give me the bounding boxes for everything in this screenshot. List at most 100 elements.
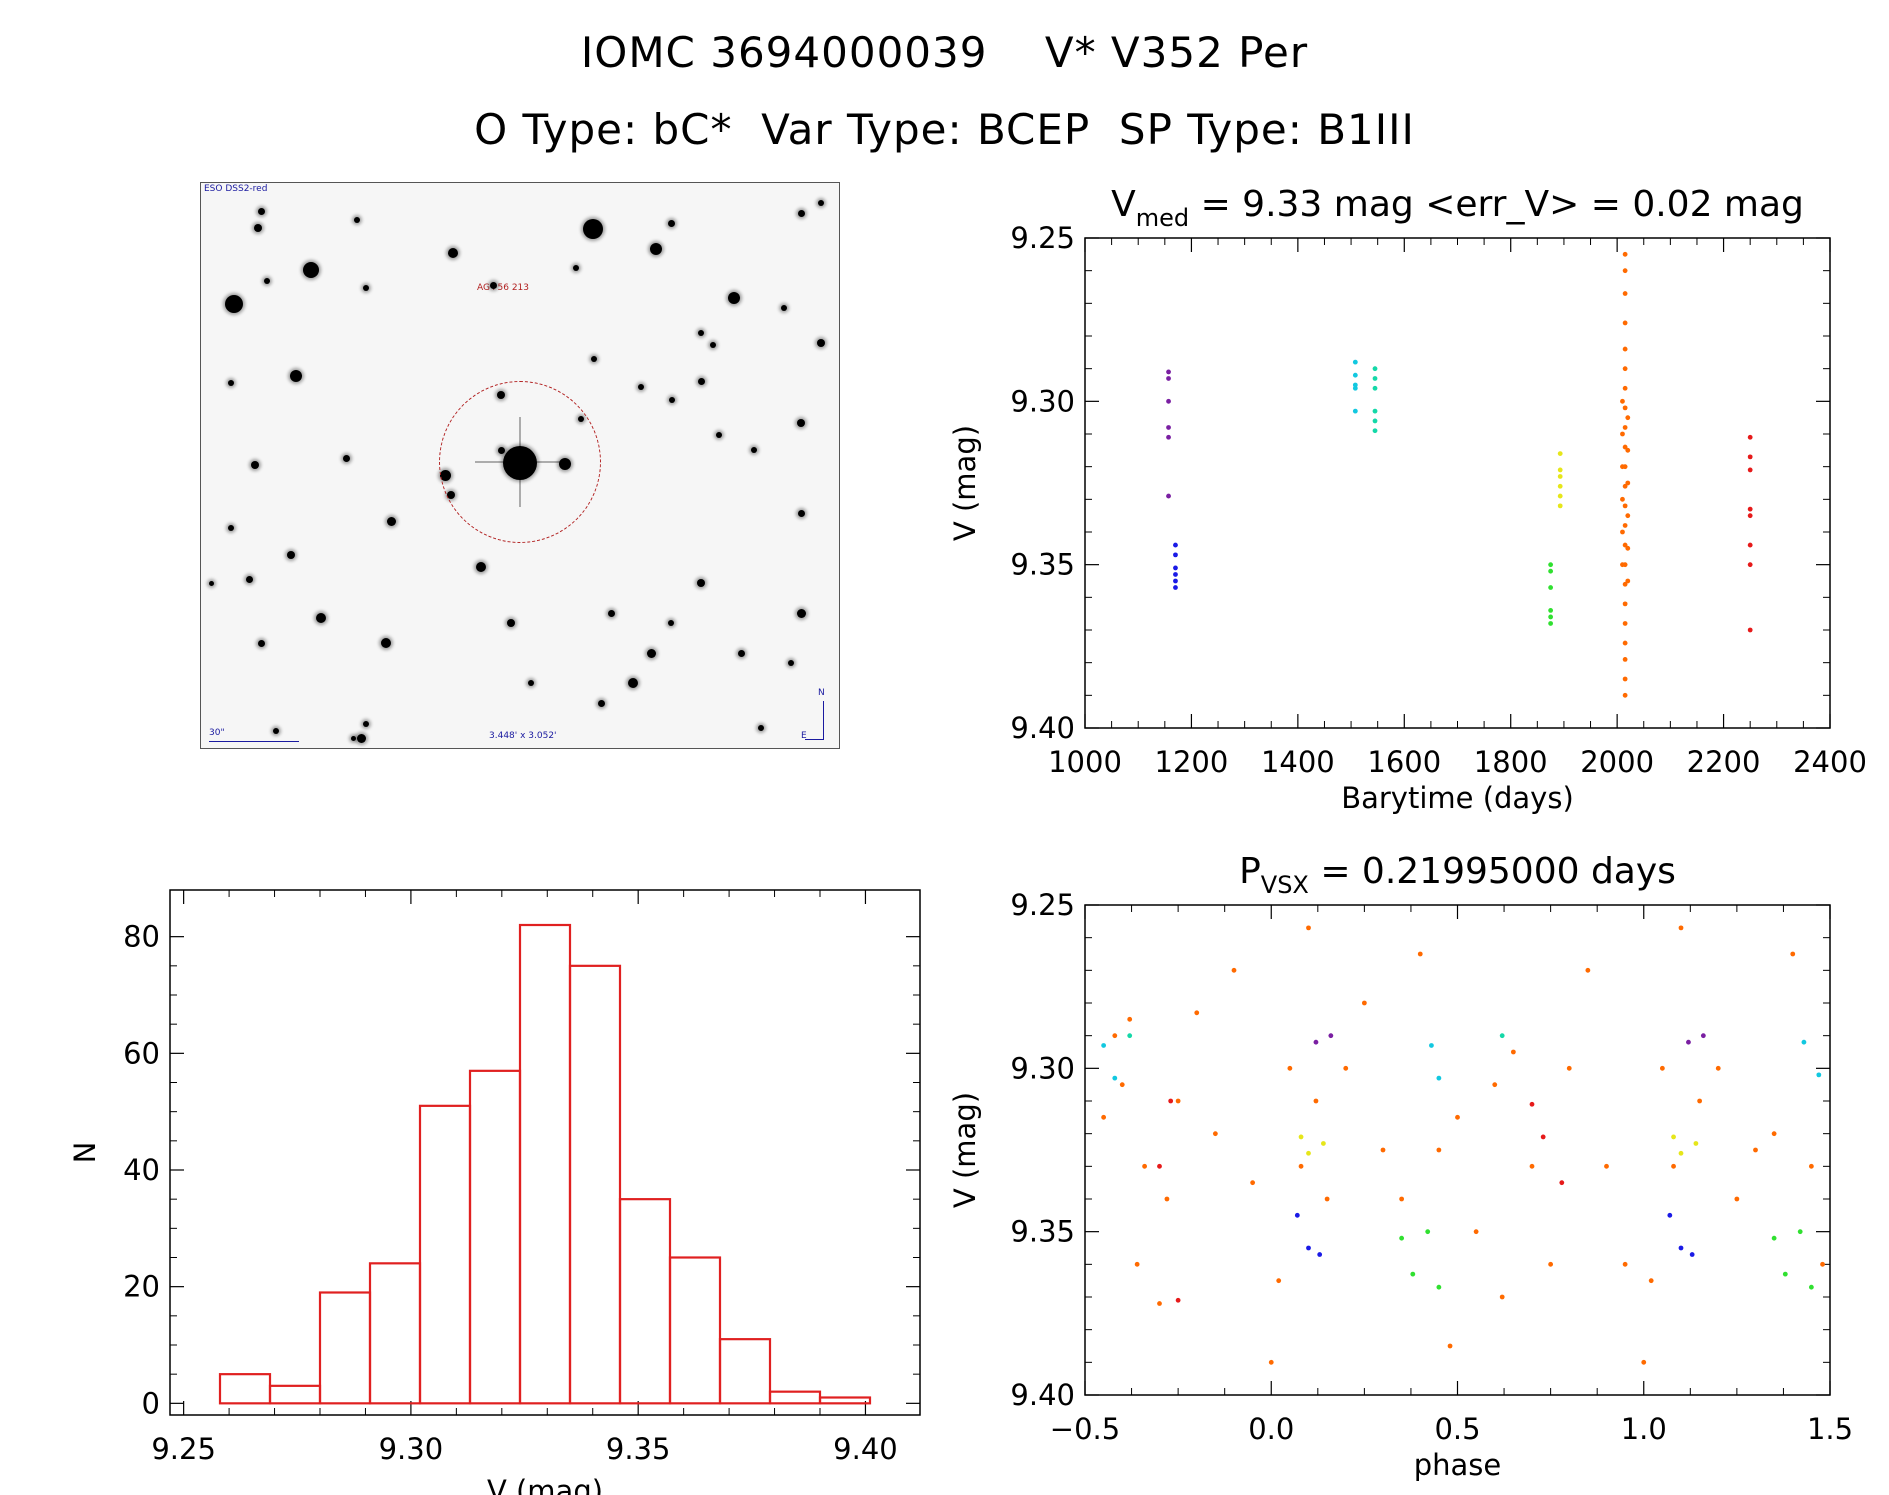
data-point-series-6: [1782, 1271, 1788, 1277]
data-point-series-6: [1620, 529, 1625, 535]
data-point-series-3: [1372, 376, 1378, 381]
data-point-series-0: [1671, 1163, 1676, 1169]
data-point-series-7: [1747, 562, 1753, 568]
star-26: [507, 619, 515, 627]
data-point-series-0: [1641, 1359, 1647, 1365]
data-point-series-1: [1173, 565, 1178, 571]
data-point-series-1: [1816, 1072, 1822, 1078]
star-60: [797, 209, 805, 217]
y-tick-label: 9.40: [1010, 711, 1075, 745]
data-point-series-0: [1166, 493, 1171, 499]
data-point-series-0: [1268, 1359, 1274, 1365]
data-point-series-1: [1436, 1075, 1442, 1081]
x-tick-label: 1400: [1261, 745, 1335, 779]
y-tick-label: 9.30: [1010, 1051, 1075, 1085]
data-point-series-6: [1622, 385, 1628, 391]
data-point-series-4: [1548, 608, 1554, 613]
chart-title-text: = 0.21995000 days: [1309, 851, 1676, 892]
data-point-series-0: [1771, 1131, 1777, 1137]
data-point-series-0: [1447, 1343, 1453, 1349]
data-point-series-5: [1321, 1141, 1326, 1146]
data-point-series-6: [1622, 425, 1628, 430]
survey-label: ESO DSS2-red: [204, 184, 268, 194]
data-point-series-6: [1436, 1284, 1442, 1290]
star-15: [797, 419, 805, 427]
data-point-series-0: [1194, 1010, 1200, 1016]
data-point-series-2: [1352, 385, 1358, 391]
data-point-series-7: [1559, 1180, 1565, 1186]
y-axis-label: N: [68, 1142, 102, 1164]
chart-title-symbol: V: [1111, 184, 1136, 225]
chart-title-subscript: med: [1136, 204, 1189, 232]
histogram-chart: 9.25 9.30 9.35 9.40 0 20 40 60 80 V (mag) N: [68, 889, 921, 1495]
star-31: [796, 608, 806, 618]
data-point-series-0: [1101, 1114, 1107, 1120]
data-point-series-0: [1134, 1261, 1140, 1267]
y-tick-label: 20: [123, 1270, 160, 1304]
chart-title: PVSX = 0.21995000 days: [1239, 851, 1676, 899]
star-57: [363, 721, 369, 727]
star-1: [583, 219, 603, 239]
histogram-bar-5: [468, 1069, 522, 1405]
star-46: [751, 447, 757, 453]
x-axis-label: Barytime (days): [1341, 781, 1574, 815]
star-63: [208, 580, 214, 586]
data-point-series-6: [1625, 513, 1631, 519]
data-point-series-7: [1747, 506, 1753, 512]
data-point-series-0: [1127, 1016, 1133, 1022]
histogram-bar-3: [368, 1262, 422, 1405]
data-point-series-0: [1166, 369, 1171, 375]
data-point-series-0: [1417, 951, 1423, 957]
x-tick-label: −0.5: [1050, 1412, 1120, 1446]
data-point-series-6: [1620, 431, 1625, 437]
data-point-series-6: [1622, 251, 1628, 257]
data-point-series-0: [1585, 967, 1591, 973]
y-tick-label: 40: [123, 1153, 160, 1187]
star-25: [381, 638, 391, 648]
data-point-series-2: [1352, 372, 1358, 378]
data-point-series-4: [1548, 568, 1554, 574]
star-17: [781, 305, 787, 311]
data-point-series-0: [1250, 1180, 1256, 1186]
data-point-series-0: [1313, 1098, 1319, 1104]
data-point-series-6: [1625, 480, 1631, 486]
data-point-series-6: [1425, 1229, 1431, 1235]
data-point-series-0: [1604, 1163, 1609, 1169]
histogram-bar-7: [568, 964, 622, 1405]
data-point-series-6: [1622, 483, 1628, 489]
star-55: [356, 733, 366, 743]
data-point-series-6: [1625, 545, 1631, 551]
data-point-series-0: [1112, 1033, 1118, 1039]
data-point-series-4: [1689, 1252, 1695, 1257]
data-point-series-6: [1625, 578, 1631, 584]
data-point-series-5: [1693, 1141, 1699, 1146]
data-point-series-3: [1372, 366, 1378, 372]
data-point-series-3: [1700, 1033, 1706, 1039]
data-point-series-7: [1747, 454, 1753, 460]
y-tick-label: 9.40: [1010, 1378, 1075, 1412]
y-tick-label: 9.25: [1010, 888, 1075, 922]
data-point-series-3: [1372, 385, 1378, 391]
x-axis-label: V (mag): [487, 1474, 603, 1495]
y-tick-label: 9.35: [1010, 548, 1075, 582]
star-21: [287, 551, 295, 559]
data-point-series-0: [1324, 1196, 1330, 1202]
data-point-series-0: [1790, 951, 1796, 957]
y-tick-label: 60: [123, 1036, 160, 1070]
light-curve-chart: Vmed = 9.33 mag <err_V> = 0.02 mag 1000 12…: [948, 184, 1867, 815]
scale-label: 30": [209, 728, 225, 738]
data-point-series-0: [1306, 925, 1311, 931]
x-tick-label: 2400: [1793, 745, 1867, 779]
data-point-series-0: [1697, 1098, 1703, 1104]
data-point-series-5: [1557, 503, 1563, 509]
star-7: [728, 292, 740, 304]
y-tick-label: 9.25: [1010, 221, 1075, 255]
plot-frame: [1084, 237, 1831, 729]
data-point-series-0: [1659, 1065, 1665, 1071]
data-point-series-6: [1622, 640, 1628, 646]
star-23: [257, 639, 265, 647]
data-point-series-2: [1499, 1033, 1505, 1039]
data-point-series-6: [1622, 542, 1628, 548]
star-49: [245, 575, 253, 583]
data-point-series-1: [1173, 542, 1178, 548]
